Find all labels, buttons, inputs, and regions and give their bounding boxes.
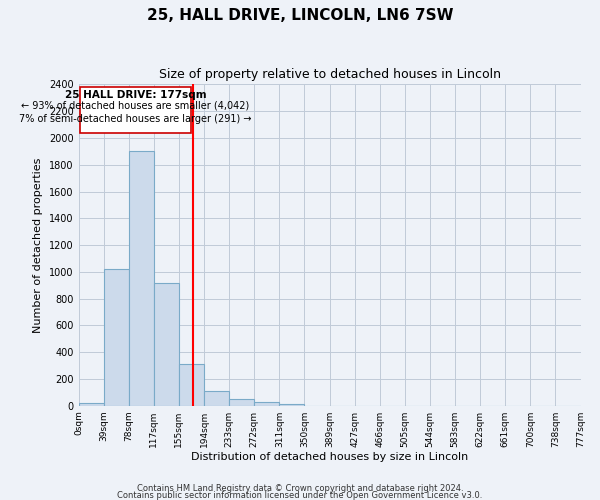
Bar <box>129 152 154 406</box>
Text: 7% of semi-detached houses are larger (291) →: 7% of semi-detached houses are larger (2… <box>19 114 251 124</box>
FancyBboxPatch shape <box>80 87 191 132</box>
Bar <box>254 402 280 406</box>
Bar <box>104 269 129 406</box>
Text: Contains public sector information licensed under the Open Government Licence v3: Contains public sector information licen… <box>118 492 482 500</box>
Text: 25, HALL DRIVE, LINCOLN, LN6 7SW: 25, HALL DRIVE, LINCOLN, LN6 7SW <box>147 8 453 22</box>
Title: Size of property relative to detached houses in Lincoln: Size of property relative to detached ho… <box>158 68 500 80</box>
Y-axis label: Number of detached properties: Number of detached properties <box>34 158 43 333</box>
Text: ← 93% of detached houses are smaller (4,042): ← 93% of detached houses are smaller (4,… <box>22 101 250 111</box>
Bar <box>79 403 104 406</box>
X-axis label: Distribution of detached houses by size in Lincoln: Distribution of detached houses by size … <box>191 452 468 462</box>
Bar <box>179 364 204 406</box>
Bar <box>154 282 179 406</box>
Bar <box>280 404 304 406</box>
Text: Contains HM Land Registry data © Crown copyright and database right 2024.: Contains HM Land Registry data © Crown c… <box>137 484 463 493</box>
Text: 25 HALL DRIVE: 177sqm: 25 HALL DRIVE: 177sqm <box>65 90 206 100</box>
Bar <box>204 391 229 406</box>
Bar <box>229 399 254 406</box>
